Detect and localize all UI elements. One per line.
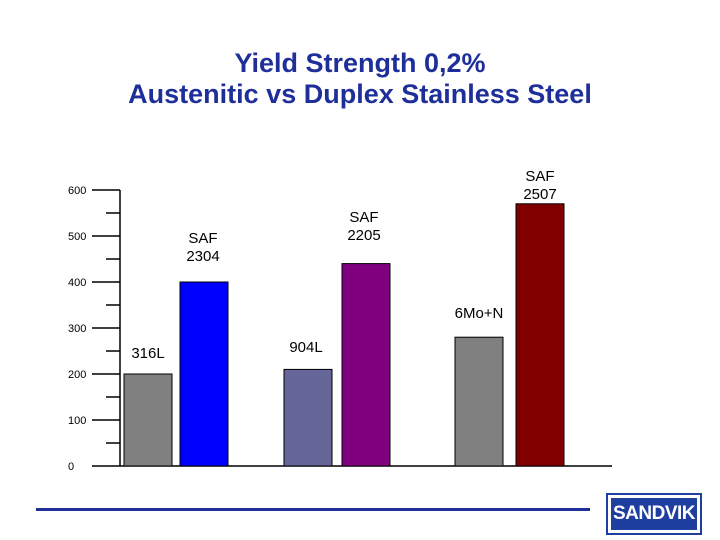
bar-904l	[283, 368, 333, 467]
bar-316l	[123, 373, 173, 467]
bar-label: SAF 2304	[186, 230, 219, 265]
bar-label-line: 316L	[131, 345, 164, 362]
bar-label: 316L	[131, 345, 164, 362]
chart-title-line-1: Yield Strength 0,2%	[234, 48, 486, 78]
bar-label-line: SAF	[349, 209, 378, 226]
bar-saf-2304	[179, 281, 229, 467]
bar-label: SAF 2507	[523, 168, 556, 203]
bar-label: 6Mo+N	[455, 305, 504, 322]
bar-label-line: SAF	[525, 168, 554, 185]
logo-text: SANDVIK	[611, 498, 697, 530]
y-tick-label: 600	[68, 185, 86, 197]
bar-label-line: 2205	[347, 227, 380, 244]
y-tick-label: 400	[68, 277, 86, 289]
y-tick-label: 0	[68, 461, 74, 473]
y-tick-label: 500	[68, 231, 86, 243]
y-tick-label: 300	[68, 323, 86, 335]
bar-label-line: 904L	[289, 339, 322, 356]
bar-label-line: 6Mo+N	[455, 305, 504, 322]
bar-6mo-n	[454, 336, 504, 467]
bar-label-line: 2304	[186, 248, 219, 265]
chart-title-line-2: Austenitic vs Duplex Stainless Steel	[128, 79, 592, 109]
y-tick-label: 200	[68, 369, 86, 381]
bar-saf-2205	[341, 263, 391, 467]
bar-label-line: SAF	[188, 230, 217, 247]
bar-label: 904L	[289, 339, 322, 356]
bar-saf-2507	[515, 203, 565, 467]
bar-label: SAF 2205	[347, 209, 380, 244]
y-tick-label: 100	[68, 415, 86, 427]
chart-title: Yield Strength 0,2% Austenitic vs Duplex…	[0, 48, 720, 110]
bar-label-line: 2507	[523, 186, 556, 203]
sandvik-logo: SANDVIK	[606, 493, 702, 535]
footer-rule	[36, 508, 590, 511]
